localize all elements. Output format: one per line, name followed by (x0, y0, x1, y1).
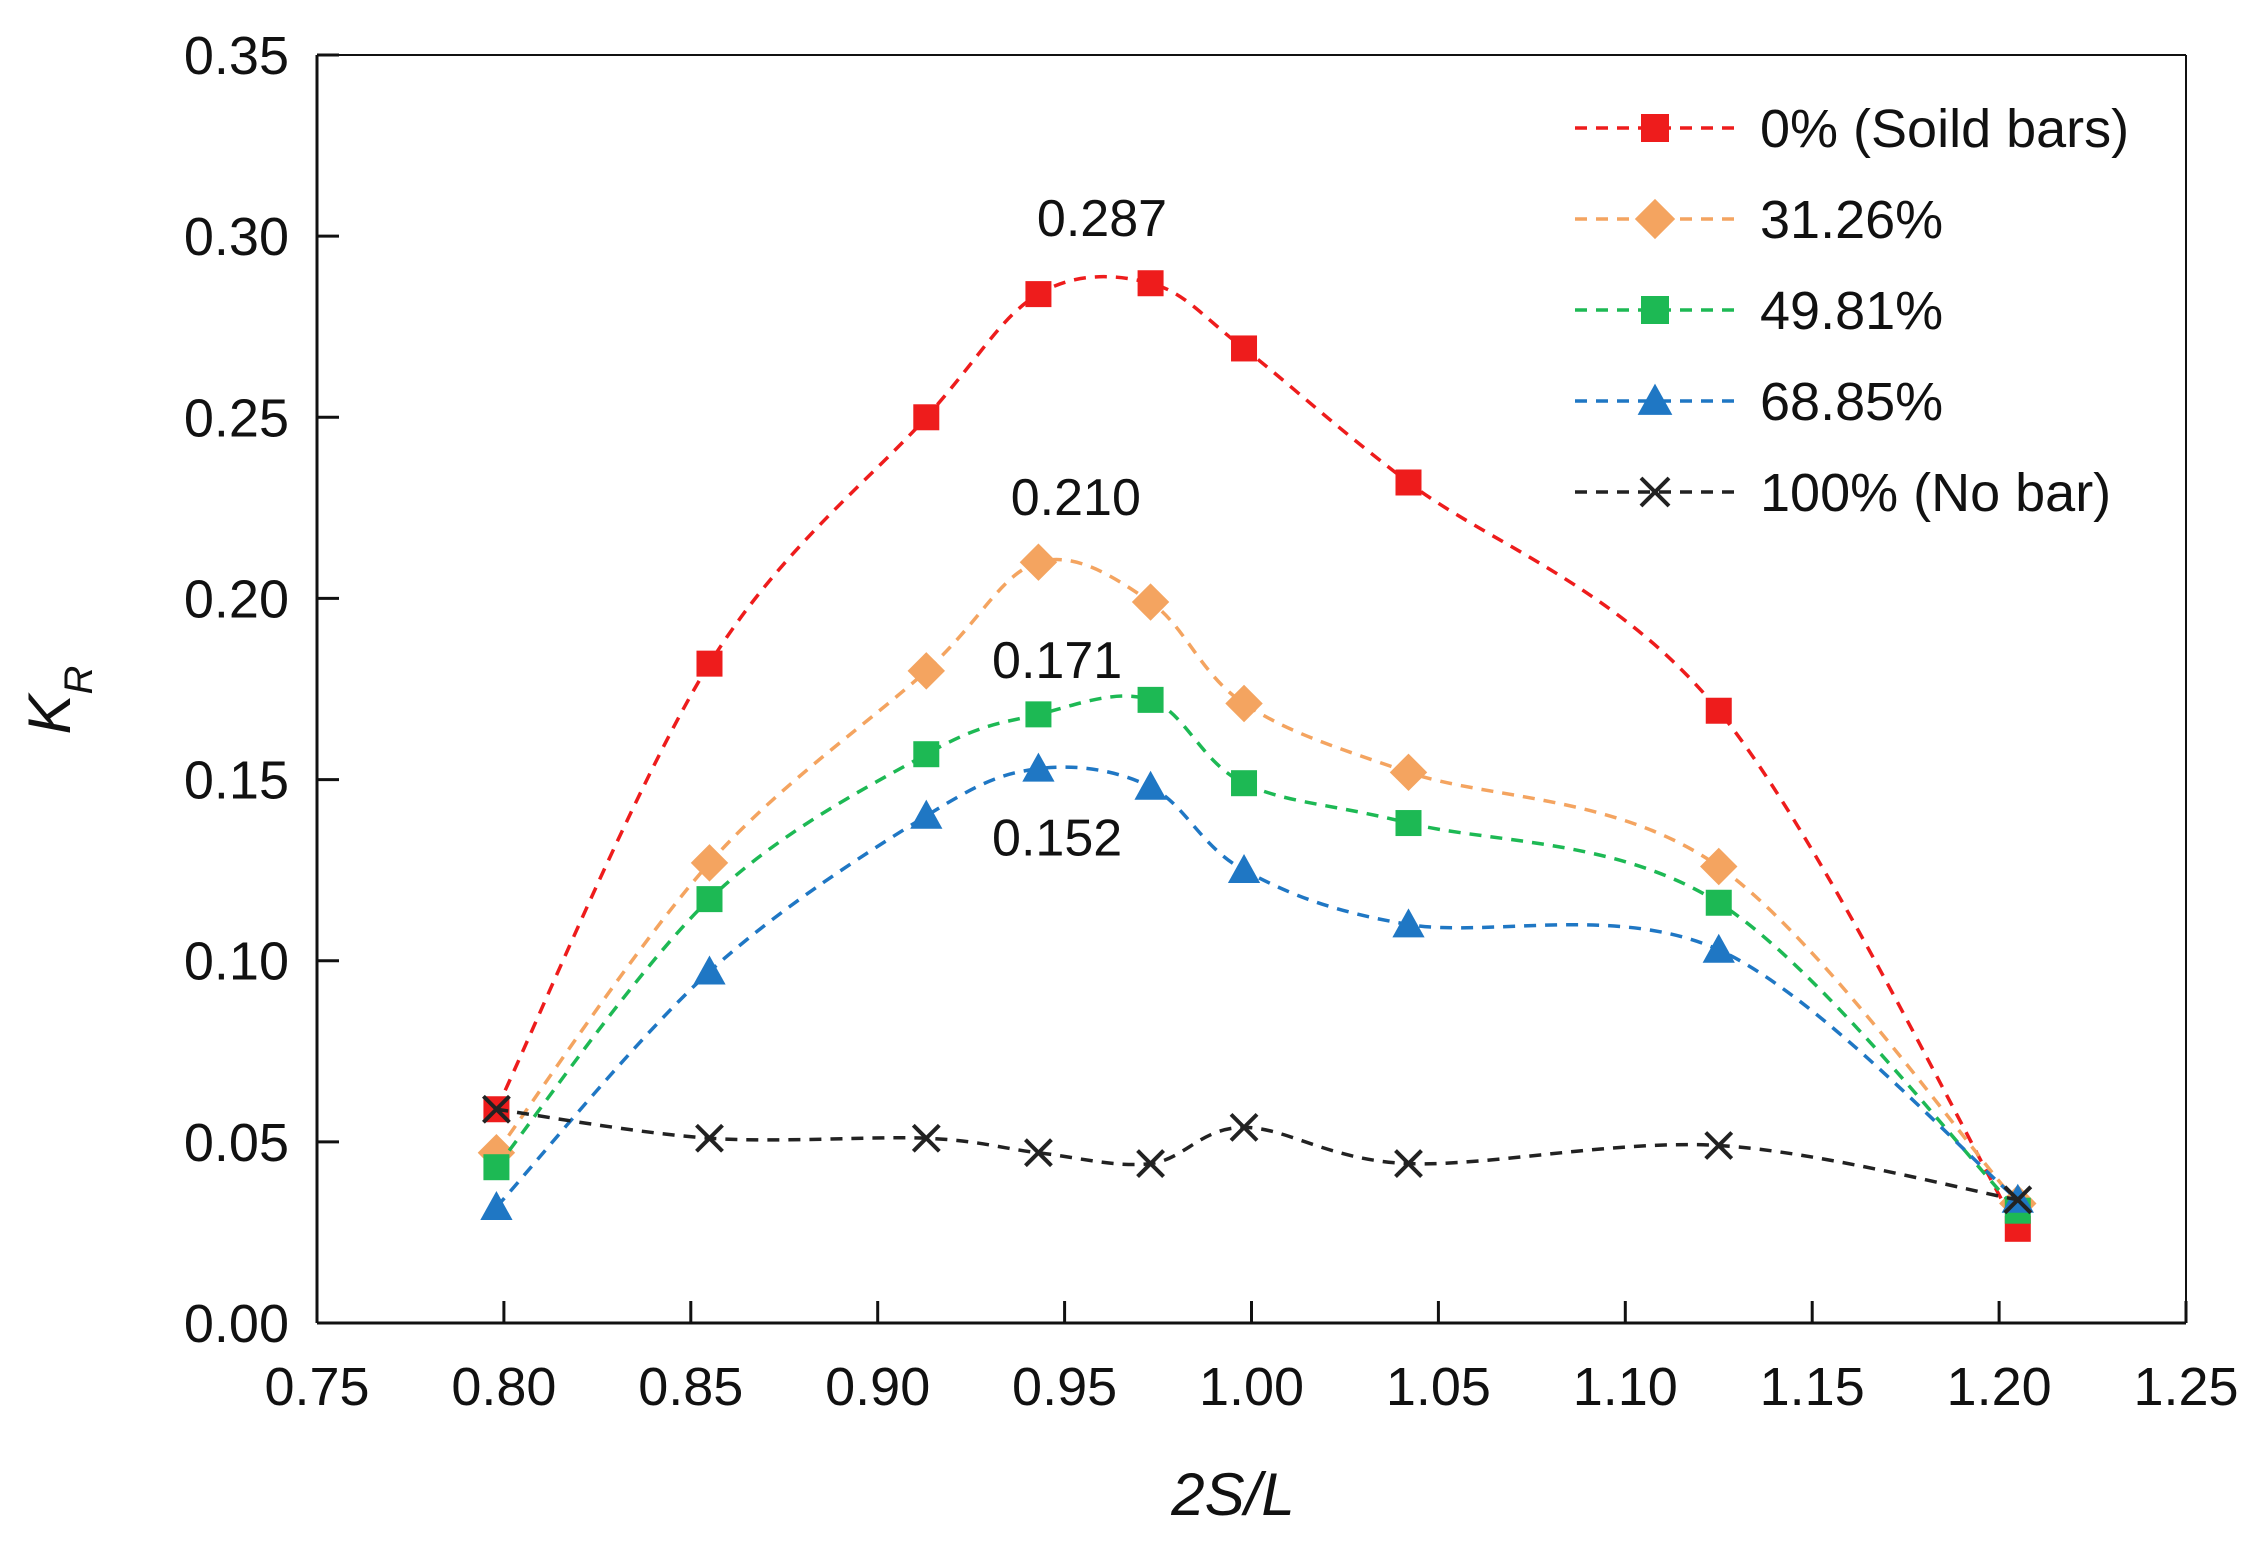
data-point (695, 1123, 724, 1153)
data-point (693, 955, 726, 985)
y-tick-label: 0.25 (184, 388, 289, 448)
data-point (1231, 770, 1258, 797)
data-point (480, 1190, 513, 1220)
legend-entry: 0% (Soild bars) (1575, 99, 2129, 159)
axes: 0.00 0.05 0.10 0.15 0.20 0.25 0.30 0.35 0.75 0.80… (184, 26, 2239, 1417)
data-point (911, 1123, 941, 1153)
x-tick-label: 0.85 (638, 1357, 743, 1417)
data-point (1134, 770, 1167, 800)
legend-label: 31.26% (1760, 190, 1943, 250)
legend: 0% (Soild bars) 31.26% 49.81% 68.85% 100% (N… (1575, 99, 2129, 523)
value-annotation: 0.287 (1037, 190, 1167, 248)
y-tick-label: 0.35 (184, 26, 289, 86)
data-point (483, 1154, 510, 1181)
legend-label: 68.85% (1760, 372, 1943, 432)
annotation-layer: 0.287 0.210 0.171 0.152 (992, 190, 1167, 868)
data-point (696, 886, 723, 913)
legend-label: 0% (Soild bars) (1760, 99, 2129, 159)
legend-marker (1637, 383, 1673, 415)
x-tick-label: 0.95 (1012, 1357, 1117, 1417)
legend-entry: 31.26% (1575, 190, 1943, 250)
data-point (1392, 908, 1425, 938)
data-point (1705, 697, 1732, 724)
data-point (1137, 686, 1164, 713)
legend-entry: 49.81% (1575, 281, 1943, 341)
data-point (1705, 889, 1732, 916)
value-annotation: 0.210 (1011, 469, 1141, 527)
x-tick-label: 1.20 (1947, 1357, 2052, 1417)
value-annotation: 0.171 (992, 632, 1122, 690)
legend-label: 49.81% (1760, 281, 1943, 341)
legend-marker (1641, 114, 1669, 142)
y-axis-title-main: K (16, 691, 83, 734)
x-tick-label: 1.10 (1573, 1357, 1678, 1417)
x-tick-label: 1.05 (1386, 1357, 1491, 1417)
legend-marker (1639, 476, 1671, 508)
legend-entry: 100% (No bar) (1575, 463, 2111, 523)
data-point (690, 844, 729, 882)
legend-entry: 68.85% (1575, 372, 1943, 432)
y-tick-label: 0.10 (184, 932, 289, 992)
series-layer (477, 270, 2037, 1242)
data-point (1229, 1112, 1259, 1142)
y-tick-label: 0.00 (184, 1294, 289, 1354)
data-point (482, 1094, 511, 1124)
x-tick-label: 0.90 (825, 1357, 930, 1417)
x-tick-label: 1.25 (2133, 1357, 2238, 1417)
data-point (910, 799, 943, 829)
y-axis-title-subscript: R (57, 666, 101, 695)
data-point (913, 741, 940, 768)
series-line (495, 765, 2019, 1209)
y-tick-label: 0.20 (184, 569, 289, 629)
y-tick-label: 0.15 (184, 751, 289, 811)
y-axis-title: KR (16, 666, 101, 735)
y-tick-label: 0.30 (184, 207, 289, 267)
data-point (1227, 854, 1261, 884)
data-point (1225, 684, 1263, 723)
data-point (1022, 752, 1055, 782)
data-point (1394, 1149, 1423, 1179)
data-point (1024, 1138, 1053, 1168)
data-point (1136, 1149, 1165, 1179)
data-point (1700, 847, 1738, 886)
series-line (496, 1107, 2019, 1202)
x-axis-title: 2S/L (1170, 1461, 1294, 1528)
series-3 (480, 752, 2034, 1220)
x-tick-label: 0.75 (264, 1357, 369, 1417)
series-line (495, 694, 2020, 1212)
series-4 (482, 1094, 2033, 1215)
x-tick-label: 1.00 (1199, 1357, 1304, 1417)
data-point (1702, 933, 1735, 963)
data-point (1389, 753, 1428, 792)
data-point (1025, 281, 1052, 308)
x-tick-label: 1.15 (1760, 1357, 1865, 1417)
data-point (1395, 469, 1422, 496)
data-point (913, 404, 940, 431)
data-point (1704, 1131, 1734, 1160)
data-point (1137, 270, 1164, 297)
data-point (696, 650, 723, 677)
data-point (1025, 701, 1052, 728)
x-tick-label: 0.80 (451, 1357, 556, 1417)
data-point (1231, 335, 1258, 362)
data-point (1395, 810, 1422, 837)
data-point (1131, 583, 1170, 621)
data-point (907, 652, 946, 690)
data-point (1019, 543, 1058, 581)
data-point (2003, 1185, 2033, 1215)
legend-marker (1634, 198, 1676, 240)
series-line (495, 557, 2020, 1205)
legend-label: 100% (No bar) (1760, 463, 2111, 523)
value-annotation: 0.152 (992, 810, 1122, 868)
legend-marker (1641, 296, 1669, 324)
y-tick-label: 0.05 (184, 1113, 289, 1173)
